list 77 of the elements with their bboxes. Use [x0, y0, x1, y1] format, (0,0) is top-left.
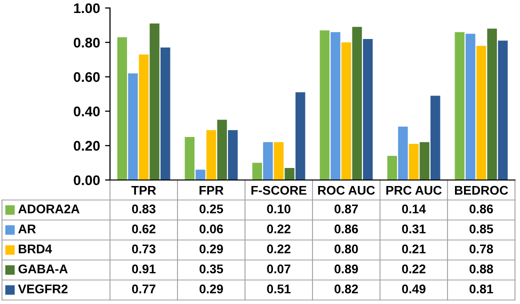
bar [352, 26, 362, 180]
legend-label: GABA-A [18, 264, 68, 274]
y-tick-label: 0.80 [74, 38, 100, 48]
data-label: 0.73 [132, 244, 156, 254]
bar [408, 144, 419, 180]
data-label: 0.22 [267, 224, 290, 234]
bar [330, 32, 340, 180]
y-tick-label: 0.20 [74, 140, 100, 151]
y-tick-label: 0.40 [74, 106, 100, 116]
x-tick-label: FPR [200, 186, 224, 195]
y-tick-label: 0.60 [74, 72, 100, 82]
legend-label: BRD4 [18, 244, 52, 254]
bar [476, 46, 486, 180]
x-tick-label: TPR [131, 186, 156, 195]
data-label: 0.83 [132, 204, 156, 214]
bar [487, 28, 497, 180]
data-label: 0.21 [402, 244, 426, 254]
bar [252, 162, 262, 180]
data-label: 0.51 [267, 284, 291, 294]
data-label: 0.10 [267, 204, 290, 214]
bar [184, 137, 195, 180]
bar [138, 54, 149, 180]
bar [117, 37, 128, 180]
legend-label: AR [18, 224, 36, 234]
bar [228, 130, 238, 180]
bar [420, 142, 430, 180]
bar [196, 170, 206, 180]
data-label: 0.81 [470, 284, 494, 294]
bar [398, 126, 408, 180]
x-tick-label: BEDROC [455, 186, 508, 195]
x-tick-label: ROC AUC [318, 186, 375, 195]
bar [150, 23, 160, 180]
bar [128, 73, 138, 180]
data-label: 0.14 [402, 204, 426, 214]
y-tick-label: 0.00 [74, 175, 100, 186]
y-tick-label: 1.00 [74, 3, 100, 14]
data-label: 0.82 [334, 284, 358, 294]
data-label: 0.77 [132, 284, 156, 294]
data-label: 0.07 [267, 264, 290, 274]
data-label: 0.22 [267, 244, 290, 254]
legend-label: ADORA2A [18, 204, 80, 214]
data-label: 0.31 [402, 224, 426, 234]
bar [430, 96, 440, 180]
bar [217, 120, 227, 180]
data-label: 0.35 [200, 264, 224, 274]
bar [284, 168, 294, 180]
bar [341, 42, 352, 180]
bar [295, 92, 306, 180]
bar [362, 38, 373, 180]
data-label: 0.86 [334, 224, 358, 234]
data-label: 0.91 [132, 264, 156, 274]
bar [320, 30, 330, 180]
data-label: 0.29 [200, 244, 223, 254]
data-label: 0.06 [200, 224, 223, 234]
data-label: 0.80 [334, 244, 358, 254]
x-tick-label: F-SCORE [251, 186, 306, 195]
data-label: 0.89 [334, 264, 358, 274]
data-label: 0.78 [470, 244, 494, 254]
data-label: 0.62 [132, 224, 156, 234]
data-label: 0.88 [470, 264, 494, 274]
bar [274, 142, 284, 180]
data-label: 0.25 [200, 204, 224, 214]
legend-label: VEGFR2 [18, 284, 68, 294]
data-label: 0.22 [402, 264, 426, 274]
data-label: 0.86 [470, 204, 493, 214]
x-tick-label: PRC AUC [386, 186, 442, 195]
bar [206, 130, 216, 180]
data-label: 0.49 [402, 284, 426, 294]
bar [387, 156, 398, 180]
bar [263, 142, 273, 180]
data-label: 0.85 [470, 224, 494, 234]
data-label: 0.29 [200, 284, 223, 294]
bar [160, 48, 170, 180]
bar [454, 32, 465, 180]
bar [498, 40, 508, 180]
data-label: 0.87 [334, 204, 358, 214]
bar [466, 34, 476, 180]
